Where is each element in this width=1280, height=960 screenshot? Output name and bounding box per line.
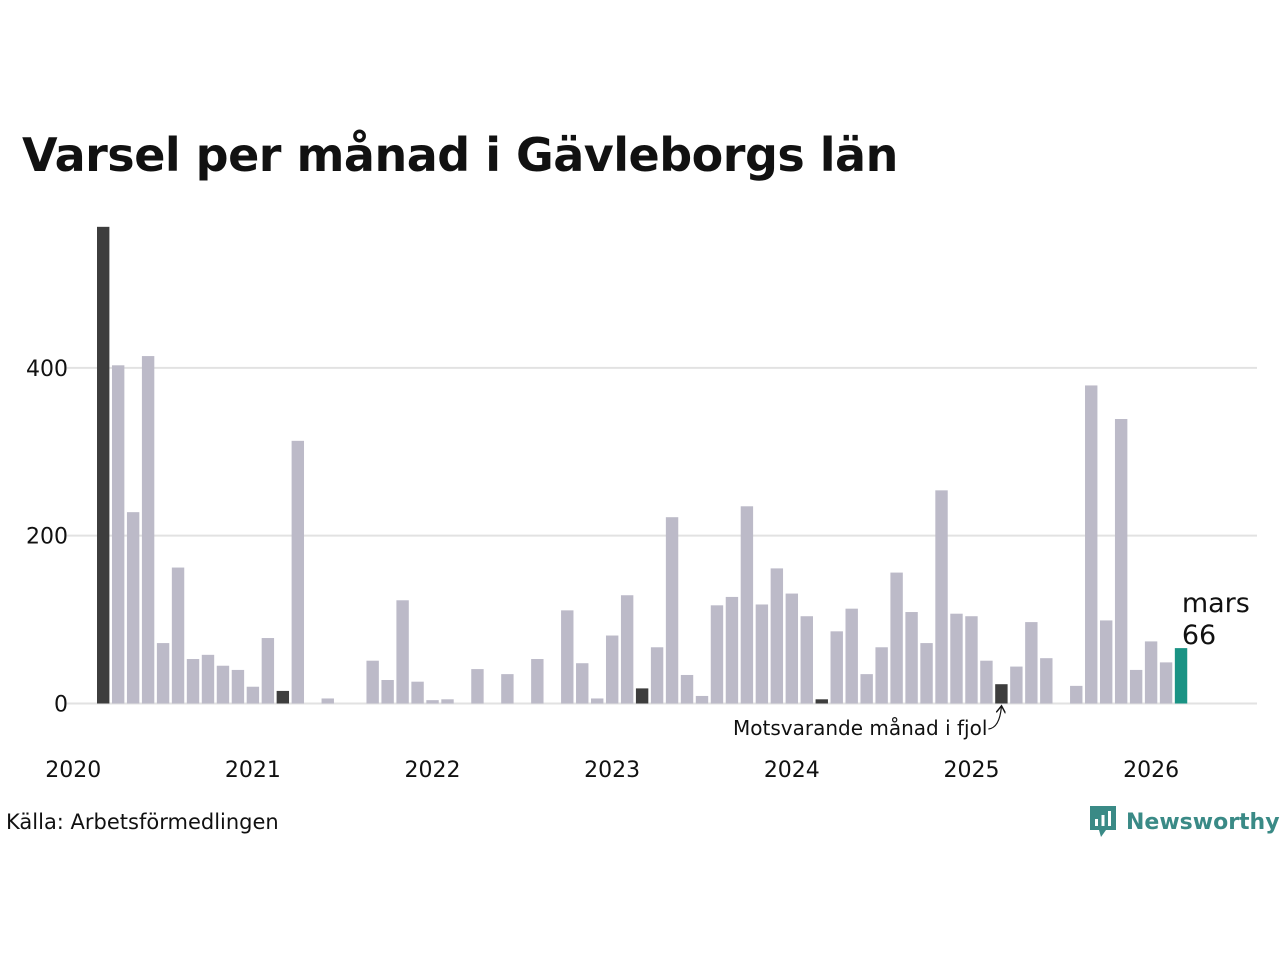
bar <box>620 595 634 704</box>
x-tick-label: 2025 <box>943 758 999 783</box>
x-tick-label: 2020 <box>45 758 101 783</box>
bar <box>1040 658 1053 704</box>
x-tick-label: 2022 <box>405 758 461 783</box>
annotations: mars 66 Motsvarande månad i fjol <box>733 588 1250 740</box>
bar <box>1129 669 1143 704</box>
bar <box>156 643 170 704</box>
bar <box>1099 620 1113 704</box>
newsworthy-logo: Newsworthy <box>1088 804 1280 840</box>
newsworthy-logo-icon <box>1090 806 1116 837</box>
bar <box>635 688 649 704</box>
latest-month-label: mars <box>1182 588 1250 619</box>
bar <box>950 613 963 704</box>
bar <box>920 643 933 704</box>
bar <box>441 699 454 704</box>
annotation-text: Motsvarande månad i fjol <box>733 716 987 740</box>
bar <box>171 567 185 704</box>
bar <box>501 674 514 704</box>
bar <box>1010 666 1023 704</box>
bar <box>396 600 409 704</box>
bar <box>755 604 769 704</box>
bar <box>471 669 484 704</box>
bar <box>995 684 1008 704</box>
bar <box>830 631 843 704</box>
bar <box>725 596 739 704</box>
bars <box>97 226 1188 704</box>
bar <box>905 612 918 704</box>
bar <box>1025 622 1038 704</box>
bar <box>186 659 200 704</box>
y-tick-label: 0 <box>54 693 68 718</box>
bar <box>531 659 544 704</box>
bar <box>965 616 978 704</box>
bar <box>201 654 215 704</box>
bar <box>591 698 604 704</box>
bar <box>1174 648 1188 704</box>
bar <box>1144 641 1158 704</box>
bar <box>710 605 724 704</box>
bar <box>695 695 709 704</box>
bar <box>980 660 993 704</box>
bar <box>141 356 155 704</box>
bar <box>665 517 679 704</box>
bar <box>935 490 948 704</box>
bar <box>276 690 290 704</box>
bar <box>680 674 694 704</box>
annotation-arrow <box>988 707 1001 730</box>
x-tick-label: 2024 <box>764 758 820 783</box>
bar <box>126 512 140 704</box>
bar <box>1159 662 1173 704</box>
bar <box>740 506 754 704</box>
bar <box>426 700 439 704</box>
bar <box>605 635 619 704</box>
bar <box>785 593 799 704</box>
bar <box>561 610 574 704</box>
x-tick-label: 2026 <box>1123 758 1179 783</box>
y-axis: 0 200 400 <box>26 357 68 718</box>
bar <box>860 674 873 704</box>
chart-title: Varsel per månad i Gävleborgs län <box>22 128 898 182</box>
bar <box>1114 419 1128 704</box>
bar <box>890 572 903 704</box>
bar <box>770 568 784 704</box>
bar <box>576 663 589 704</box>
bar <box>411 681 424 704</box>
bar <box>650 647 664 704</box>
bar <box>366 660 379 704</box>
x-tick-label: 2023 <box>584 758 640 783</box>
bar <box>321 698 334 704</box>
x-tick-label: 2021 <box>225 758 281 783</box>
x-axis: 2020 2021 2022 2023 2024 2025 2026 <box>45 758 1179 783</box>
bar <box>875 647 888 704</box>
y-tick-label: 400 <box>26 357 68 382</box>
bar <box>291 440 305 704</box>
bar <box>246 686 260 704</box>
bar <box>800 616 813 704</box>
bar <box>97 226 110 704</box>
y-tick-label: 200 <box>26 525 68 550</box>
bar <box>815 699 828 704</box>
bar <box>216 665 230 704</box>
bar <box>1070 685 1083 704</box>
bar <box>381 680 394 704</box>
bar <box>1085 385 1098 704</box>
bar <box>845 608 858 704</box>
bar <box>261 638 275 704</box>
source-note: Källa: Arbetsförmedlingen <box>6 810 279 834</box>
latest-value-label: 66 <box>1182 620 1216 651</box>
bar <box>111 365 125 704</box>
bar <box>231 669 245 704</box>
brand-name: Newsworthy <box>1126 809 1280 835</box>
